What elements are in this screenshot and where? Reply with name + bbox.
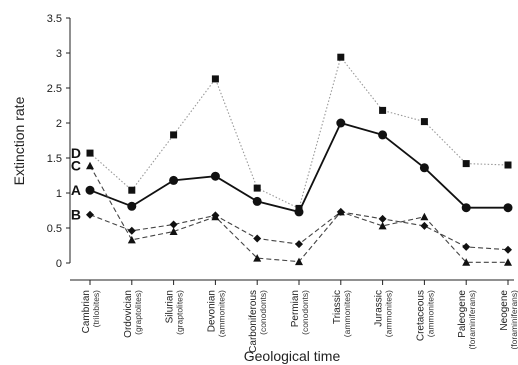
- category-period: Ordovician: [123, 290, 134, 338]
- category-period: Silurian: [165, 290, 176, 323]
- series-c-point: [253, 254, 262, 262]
- y-tick-label: 2.5: [47, 83, 62, 95]
- category-group: (ammonites): [216, 290, 226, 337]
- category-label: Carboniferous (conodonts): [248, 290, 268, 353]
- series-a-point: [210, 171, 220, 181]
- category-label: Devonian (ammonites): [206, 290, 226, 337]
- series-c-point: [295, 257, 303, 266]
- series-b-point: [169, 220, 178, 229]
- category-group: (ammonites): [342, 290, 352, 337]
- category-period: Jurassic: [374, 290, 385, 327]
- y-tick-label: 0: [56, 258, 62, 270]
- series-c-point: [462, 258, 471, 266]
- series-d-point: [211, 75, 219, 83]
- series-d-label: D: [71, 145, 81, 161]
- series-d-line: [89, 56, 509, 210]
- series-a-point: [461, 203, 471, 213]
- series-b-point: [420, 221, 429, 230]
- series-c-point: [127, 235, 136, 244]
- series-d-point: [379, 106, 387, 114]
- category-label: Paleogene (foraminiferans): [457, 290, 477, 350]
- series-c-point: [378, 221, 387, 230]
- y-tick-label: 2: [56, 118, 62, 130]
- category-label: Permian (conodonts): [290, 290, 310, 335]
- category-period: Neogene: [499, 290, 510, 331]
- y-ticks: 0 0.5 1 1.5 2 2.5 3 3.5: [47, 13, 70, 270]
- x-ticks: Cambrian (trilobites) Ordovician (graptolit…: [81, 280, 518, 353]
- series-d-point: [420, 118, 428, 126]
- category-group: (ammonites): [384, 290, 394, 337]
- series-c-label: C: [71, 158, 81, 174]
- series-labels: D AC B: [71, 145, 81, 223]
- series-a-point: [127, 201, 137, 211]
- category-period: Triassic: [332, 290, 343, 324]
- series-b-point: [295, 240, 303, 249]
- series-d-point: [337, 53, 345, 61]
- category-period: Devonian: [206, 290, 217, 332]
- series-b-point: [253, 234, 262, 243]
- y-axis: 0 0.5 1 1.5 2 2.5 3 3.5: [47, 13, 71, 270]
- series-c-point: [504, 258, 512, 266]
- series-d-point: [86, 149, 94, 157]
- category-label: Silurian (graptolites): [165, 290, 185, 335]
- series-b-point: [127, 226, 136, 235]
- category-period: Cambrian: [81, 290, 92, 333]
- category-group: (foraminiferans): [467, 290, 477, 350]
- x-axis: Cambrian (trilobites) Ordovician (graptolit…: [70, 279, 518, 353]
- category-group: (ammonites): [425, 290, 435, 337]
- y-tick-label: 1: [56, 188, 62, 200]
- category-group: (conodonts): [300, 290, 310, 335]
- series-d-point: [128, 186, 136, 194]
- series-markers: [85, 53, 513, 266]
- series-b-point: [211, 211, 220, 220]
- category-group: (foraminiferans): [509, 290, 518, 350]
- series-a-point: [294, 207, 304, 217]
- series-lines: [89, 56, 509, 263]
- series-b-point: [504, 245, 512, 254]
- category-group: (graptolites): [175, 290, 185, 335]
- category-label: Neogene (foraminiferans): [499, 290, 518, 350]
- x-axis-title: Geological time: [244, 348, 341, 364]
- series-a-point: [336, 118, 346, 128]
- category-label: Triassic (ammonites): [332, 290, 352, 337]
- series-a-point: [419, 163, 429, 173]
- series-c-point: [169, 227, 178, 235]
- series-a-point: [169, 175, 179, 185]
- series-d-point: [504, 161, 512, 169]
- series-a-line: [89, 121, 508, 213]
- category-group: (trilobites): [91, 290, 101, 327]
- series-b-label: B: [71, 207, 81, 223]
- series-a-point: [503, 203, 513, 213]
- category-period: Cretaceous: [415, 290, 426, 341]
- series-c-point: [86, 161, 94, 170]
- y-tick-label: 0.5: [47, 223, 62, 235]
- y-tick-label: 3: [56, 48, 62, 60]
- category-period: Carboniferous: [248, 290, 259, 353]
- series-b-point: [86, 210, 94, 219]
- series-b-point: [336, 207, 345, 216]
- category-period: Permian: [290, 290, 301, 327]
- series-a-point: [252, 196, 262, 206]
- series-d-point: [462, 160, 470, 168]
- category-label: Cretaceous (ammonites): [415, 290, 435, 341]
- series-c-point: [420, 212, 429, 221]
- series-d-point: [253, 184, 261, 192]
- category-label: Jurassic (ammonites): [374, 290, 394, 337]
- category-label: Cambrian (trilobites): [81, 290, 101, 334]
- y-axis-title: Extinction rate: [11, 96, 27, 185]
- y-tick-label: 1.5: [47, 153, 62, 165]
- category-group: (graptolites): [133, 290, 143, 335]
- category-group: (conodonts): [258, 290, 268, 335]
- series-a-label: A: [71, 182, 81, 198]
- y-tick-label: 3.5: [47, 13, 62, 25]
- category-period: Paleogene: [457, 290, 468, 338]
- series-a-point: [85, 185, 95, 195]
- series-a-point: [378, 130, 388, 140]
- series-d-point: [170, 131, 178, 139]
- series-b-point: [378, 214, 387, 223]
- series-b-point: [462, 242, 471, 251]
- category-label: Ordovician (graptolites): [123, 290, 143, 338]
